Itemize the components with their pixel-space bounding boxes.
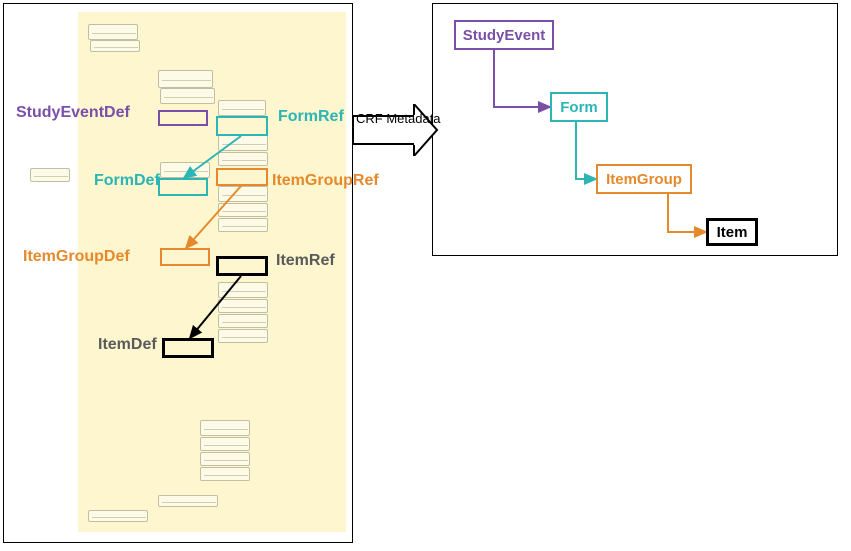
defbox-itemDef [162,338,214,358]
defbox-formDef [158,178,208,196]
hier-item: Item [706,218,758,246]
defbox-itemGroupDef [160,248,210,266]
schema-box [200,420,250,436]
schema-box [218,282,268,298]
schema-box [218,135,268,151]
schema-box [218,299,268,313]
label-studyEventDef: StudyEventDef [16,104,130,122]
label-itemGroupRef: ItemGroupRef [272,172,379,190]
label-itemGroupDef: ItemGroupDef [23,248,130,266]
schema-box [218,186,268,202]
schema-box [158,70,213,88]
label-itemDef: ItemDef [98,336,157,354]
schema-box [158,495,218,507]
schema-box [88,510,148,522]
defbox-studyEventDef [158,110,208,126]
hier-itemGroup: ItemGroup [596,164,692,194]
schema-box [200,437,250,451]
label-formRef: FormRef [278,108,344,126]
schema-box [218,314,268,328]
schema-box [218,100,266,116]
schema-box [30,168,70,182]
hier-form: Form [550,92,608,122]
crf-metadata-label: CRF Metadata [356,111,441,126]
schema-box [218,152,268,166]
defbox-itemGroupRef [216,168,268,186]
schema-box [218,203,268,217]
label-itemRef: ItemRef [276,252,335,270]
schema-box [200,452,250,466]
schema-box [218,329,268,343]
schema-box [160,88,215,104]
label-formDef: FormDef [94,172,160,190]
hier-studyEvent: StudyEvent [454,20,554,50]
defbox-formRef [216,116,268,136]
schema-box [88,24,138,40]
schema-box [90,40,140,52]
defbox-itemRef [216,256,268,276]
schema-box [160,162,210,178]
schema-box [200,467,250,481]
schema-box [218,218,268,232]
